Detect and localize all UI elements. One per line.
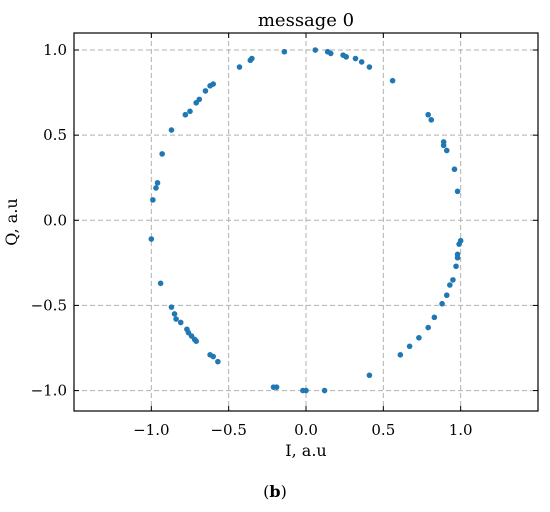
axis-ticks [74, 33, 538, 411]
data-point [173, 316, 179, 322]
y-tick-label: 0.5 [43, 126, 67, 144]
data-point [425, 111, 431, 118]
data-point [397, 352, 404, 358]
chart-title: message 0 [258, 10, 354, 31]
x-tick-label: −0.5 [210, 421, 246, 439]
data-point [187, 108, 193, 115]
data-point [443, 292, 450, 299]
data-point [428, 117, 435, 123]
data-point [281, 48, 288, 55]
caption-letter: b [269, 482, 281, 501]
x-tick-label: 1.0 [449, 421, 473, 439]
data-point [440, 139, 447, 145]
data-point [177, 319, 184, 326]
data-point [343, 54, 350, 60]
x-tick-labels: −1.0 −0.5 0.0 0.5 1.0 [133, 421, 472, 439]
data-point [247, 57, 254, 64]
data-point [303, 387, 309, 394]
data-point [451, 166, 458, 173]
data-point [454, 251, 461, 258]
y-tick-label: 1.0 [43, 41, 67, 59]
data-point [454, 188, 461, 195]
data-point [366, 372, 373, 379]
data-point [171, 311, 178, 317]
data-point [389, 77, 396, 84]
data-point [150, 197, 156, 203]
figure-caption: (b) [263, 482, 287, 501]
data-point [425, 324, 431, 331]
data-point [321, 387, 328, 394]
data-point [457, 237, 464, 244]
data-point [358, 59, 365, 65]
x-tick-label: 0.5 [371, 421, 395, 439]
y-axis-label: Q, a.u [2, 198, 21, 245]
data-point [202, 88, 209, 94]
data-point [154, 180, 161, 186]
data-point [406, 343, 413, 350]
data-points [148, 47, 464, 394]
data-point [431, 314, 438, 321]
data-point [236, 64, 243, 70]
y-tick-labels: −1.0 −0.5 0.0 0.5 1.0 [31, 41, 67, 400]
data-point [312, 47, 319, 53]
data-point [193, 100, 199, 106]
data-point [157, 280, 164, 287]
data-point [168, 127, 175, 133]
data-point [439, 300, 445, 307]
x-tick-label: 0.0 [294, 421, 318, 439]
data-point [168, 304, 175, 310]
data-point [148, 236, 155, 242]
data-point [366, 64, 373, 70]
data-point [453, 263, 459, 270]
x-axis-label: I, a.u [285, 441, 326, 460]
data-point [159, 151, 165, 157]
data-point [182, 111, 189, 118]
data-point [416, 334, 422, 341]
data-point [450, 277, 456, 283]
y-tick-label: −1.0 [31, 382, 67, 400]
data-point [153, 185, 159, 191]
grid-lines [74, 33, 538, 411]
y-tick-label: −0.5 [31, 296, 67, 314]
y-tick-label: 0.0 [43, 211, 67, 229]
data-point [273, 384, 280, 390]
data-point [443, 147, 450, 154]
data-point [210, 81, 216, 87]
data-point [210, 353, 216, 360]
data-point [327, 50, 334, 57]
data-point [447, 282, 453, 288]
data-point [193, 338, 199, 344]
data-point [215, 358, 221, 365]
data-point [352, 55, 359, 62]
x-tick-label: −1.0 [133, 421, 169, 439]
